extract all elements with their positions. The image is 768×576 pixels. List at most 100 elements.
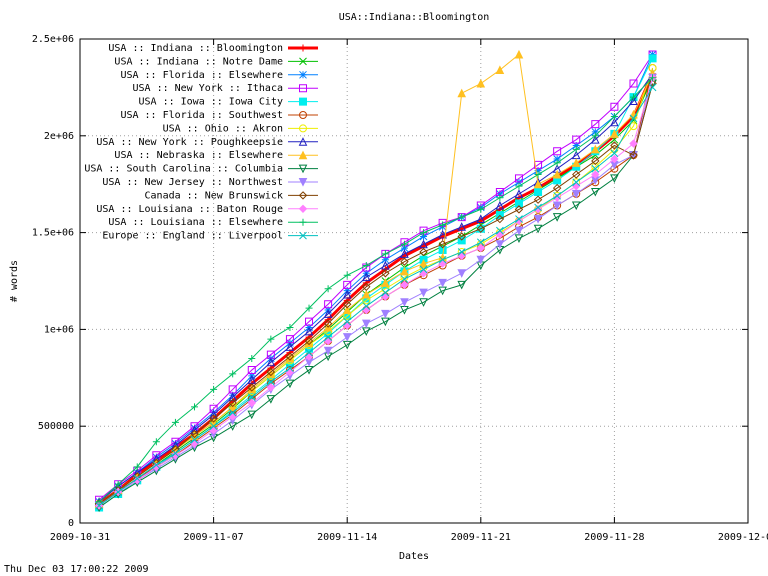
point-marker (476, 243, 486, 253)
y-tick-label: 1e+06 (44, 324, 74, 335)
point-marker (438, 240, 447, 249)
point-marker (591, 187, 600, 197)
point-marker (457, 280, 467, 290)
point-marker (476, 224, 486, 233)
point-marker (495, 65, 505, 74)
point-marker (381, 260, 390, 270)
point-marker (304, 336, 314, 346)
point-marker (629, 93, 637, 101)
series-line (98, 77, 653, 503)
legend-label: USA :: Indiana :: Bloomington (108, 43, 283, 54)
point-marker (496, 194, 504, 202)
point-marker (457, 248, 466, 256)
point-marker (299, 84, 307, 93)
point-marker (228, 392, 237, 402)
point-marker (305, 304, 313, 312)
point-marker (495, 214, 505, 224)
point-marker (266, 350, 275, 359)
point-marker (591, 128, 600, 136)
point-marker (400, 238, 409, 247)
point-marker (95, 498, 103, 506)
legend-label: USA :: New York :: Ithaca (132, 83, 283, 94)
point-marker (381, 309, 390, 319)
point-marker (298, 164, 308, 174)
point-marker (247, 375, 257, 384)
point-marker (552, 183, 562, 193)
point-marker (571, 201, 581, 211)
point-marker (400, 275, 409, 283)
x-tick-label: 2009-11-07 (183, 532, 243, 543)
x-tick-label: 2009-11-28 (584, 532, 644, 543)
point-marker (400, 298, 409, 307)
point-marker (572, 178, 581, 187)
legend-label: USA :: Louisiana :: Baton Rouge (96, 204, 283, 215)
point-marker (190, 424, 199, 432)
point-marker (629, 150, 638, 160)
point-marker (514, 174, 523, 183)
point-marker (299, 70, 307, 79)
point-marker (343, 317, 352, 326)
point-marker (476, 214, 486, 224)
point-marker (299, 44, 307, 52)
point-marker (553, 147, 562, 156)
point-marker (438, 278, 447, 288)
point-marker (420, 229, 428, 237)
point-marker (419, 232, 428, 241)
point-marker (572, 141, 581, 150)
point-marker (533, 179, 543, 189)
point-marker (190, 435, 199, 444)
point-marker (610, 154, 619, 164)
point-marker (247, 398, 256, 408)
point-marker (171, 418, 179, 426)
point-marker (534, 160, 543, 169)
point-marker (457, 269, 467, 278)
point-marker (298, 178, 308, 187)
x-tick-label: 2009-10-31 (50, 532, 110, 543)
point-marker (299, 97, 307, 106)
point-marker (591, 144, 600, 154)
point-marker (324, 333, 332, 341)
point-marker (514, 216, 524, 226)
point-marker (419, 226, 428, 235)
point-marker (324, 300, 333, 309)
point-marker (419, 258, 428, 268)
point-marker (228, 408, 237, 417)
point-marker (514, 205, 524, 214)
legend-label: USA :: New York :: Poughkeepsie (96, 137, 283, 148)
point-marker (209, 414, 218, 423)
point-marker (342, 300, 352, 309)
legend-label: Europe :: England :: Liverpool (102, 231, 283, 242)
y-tick-label: 2e+06 (44, 131, 74, 142)
point-marker (591, 135, 600, 144)
point-marker (304, 326, 314, 336)
point-marker (209, 404, 218, 413)
y-tick-label: 1.5e+06 (32, 228, 74, 239)
y-tick-label: 500000 (38, 421, 74, 432)
point-marker (476, 238, 485, 247)
point-marker (610, 117, 619, 127)
y-tick-label: 0 (68, 518, 74, 529)
point-marker (381, 288, 390, 297)
point-marker (95, 501, 103, 510)
x-tick-label: 2009-11-14 (317, 532, 377, 543)
series-line (98, 87, 653, 506)
point-marker (299, 111, 308, 119)
point-marker (229, 370, 237, 378)
point-marker (247, 410, 257, 420)
point-marker (266, 383, 276, 392)
y-tick-label: 2.5e+06 (32, 34, 74, 45)
point-marker (381, 249, 390, 258)
point-marker (400, 257, 409, 266)
point-marker (362, 263, 371, 272)
point-marker (571, 158, 581, 167)
point-marker (533, 195, 543, 204)
point-marker (419, 239, 428, 249)
chart-title: USA::Indiana::Bloomington (339, 12, 490, 23)
point-marker (400, 249, 409, 258)
point-marker (457, 88, 467, 98)
point-marker (133, 463, 141, 471)
point-marker (299, 218, 307, 226)
point-marker (419, 298, 428, 307)
point-marker (381, 250, 389, 258)
point-marker (534, 187, 543, 196)
